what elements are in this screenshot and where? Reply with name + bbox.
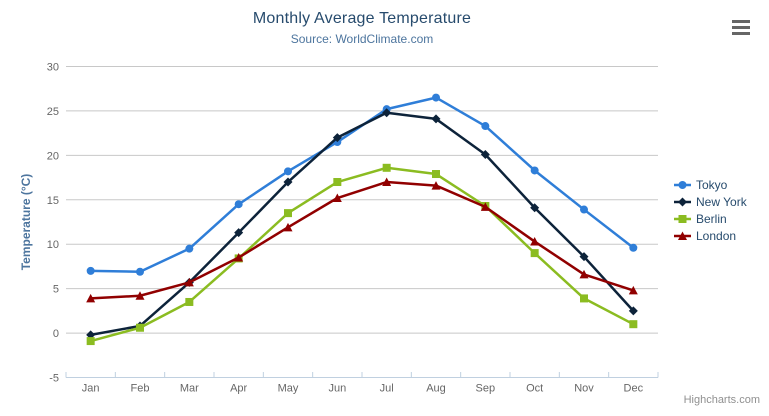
data-point[interactable] (628, 306, 638, 316)
data-point[interactable] (382, 177, 392, 187)
y-axis-label: 15 (47, 195, 59, 207)
series-line (90, 166, 634, 343)
series-line (90, 180, 634, 300)
legend-marker[interactable] (678, 231, 687, 240)
data-point[interactable] (530, 166, 539, 175)
x-axis-label: Dec (624, 383, 644, 395)
data-point[interactable] (579, 252, 589, 262)
menu-bar (732, 20, 750, 23)
export-menu-icon[interactable] (732, 20, 750, 35)
data-point[interactable] (332, 133, 342, 143)
data-point[interactable] (432, 93, 440, 102)
y-axis-label: 5 (53, 284, 59, 296)
data-point[interactable] (284, 167, 292, 176)
series-london[interactable] (86, 177, 638, 303)
legend-marker[interactable] (678, 197, 687, 206)
data-point[interactable] (530, 249, 539, 258)
chart-title: Monthly Average Temperature (252, 10, 472, 27)
data-point[interactable] (530, 203, 540, 213)
circle-series-marker-icon (674, 180, 691, 189)
series-tokyo[interactable] (86, 93, 638, 276)
y-axis-title: Temperature (°C) (19, 173, 33, 271)
chart-subtitle: Source: WorldClimate.com (290, 32, 434, 46)
data-point[interactable] (481, 122, 490, 131)
data-point[interactable] (234, 228, 244, 238)
data-point[interactable] (332, 193, 342, 203)
legend: Tokyo New York Berlin London (674, 176, 747, 244)
data-point[interactable] (432, 170, 440, 179)
diamond-series-marker-icon (674, 197, 691, 206)
legend-marker[interactable] (678, 214, 687, 223)
data-point[interactable] (580, 205, 588, 214)
data-point[interactable] (234, 200, 243, 209)
x-axis-label: Jul (380, 383, 394, 395)
data-point[interactable] (431, 114, 441, 124)
square-series-marker-icon (674, 214, 691, 223)
series-line (90, 96, 635, 274)
data-point[interactable] (580, 294, 588, 303)
legend-item-tokyo[interactable]: Tokyo (674, 176, 747, 193)
legend-item-london[interactable]: London (674, 227, 747, 244)
legend-item-berlin[interactable]: Berlin (674, 210, 747, 227)
data-point[interactable] (431, 181, 441, 190)
x-axis-label: Sep (476, 383, 496, 395)
y-axis-label: 25 (47, 106, 59, 118)
legend-label: Tokyo (696, 177, 728, 192)
x-axis-label: Mar (180, 383, 199, 395)
x-axis-label: Jan (82, 383, 100, 395)
x-axis-label: Apr (230, 383, 247, 395)
data-point[interactable] (283, 177, 293, 187)
data-point[interactable] (136, 267, 144, 276)
x-axis-label: Feb (131, 383, 150, 395)
data-point[interactable] (135, 291, 145, 300)
series-new-york[interactable] (86, 108, 638, 340)
legend-item-new-york[interactable]: New York (674, 193, 747, 210)
data-point[interactable] (382, 163, 391, 172)
x-axis-label: Jun (328, 383, 346, 395)
data-point[interactable] (333, 178, 342, 187)
data-point[interactable] (480, 202, 490, 211)
data-point[interactable] (86, 293, 96, 303)
y-axis-label: 30 (47, 62, 59, 74)
data-point[interactable] (480, 149, 490, 159)
x-axis-label: Nov (574, 383, 594, 395)
y-axis-label: 20 (47, 150, 59, 162)
data-point[interactable] (283, 222, 293, 232)
data-point[interactable] (629, 243, 638, 252)
series-line (90, 111, 635, 337)
y-axis-label: 10 (47, 239, 59, 251)
triangle-series-marker-icon (674, 231, 691, 240)
x-axis-label: Oct (526, 383, 543, 395)
legend-marker[interactable] (678, 180, 687, 189)
data-point[interactable] (530, 237, 540, 246)
data-point[interactable] (86, 337, 95, 346)
x-axis-label: Aug (426, 383, 446, 395)
data-point[interactable] (579, 269, 589, 279)
menu-bar (732, 26, 750, 29)
legend-label: Berlin (696, 211, 727, 226)
data-point[interactable] (185, 297, 194, 306)
y-axis-label: -5 (49, 373, 59, 385)
menu-bar (732, 32, 750, 35)
data-point[interactable] (184, 277, 194, 287)
y-axis-label: 0 (53, 328, 59, 340)
legend-label: New York (696, 194, 747, 209)
credits-link[interactable]: Highcharts.com (683, 394, 760, 406)
data-point[interactable] (382, 108, 392, 118)
data-point[interactable] (284, 209, 292, 218)
data-point[interactable] (629, 320, 638, 329)
x-axis-label: May (278, 383, 299, 395)
data-point[interactable] (185, 244, 194, 253)
legend-label: London (696, 228, 737, 243)
data-point[interactable] (234, 253, 244, 262)
data-point[interactable] (86, 266, 95, 275)
data-point[interactable] (628, 285, 638, 295)
data-point[interactable] (136, 323, 144, 332)
